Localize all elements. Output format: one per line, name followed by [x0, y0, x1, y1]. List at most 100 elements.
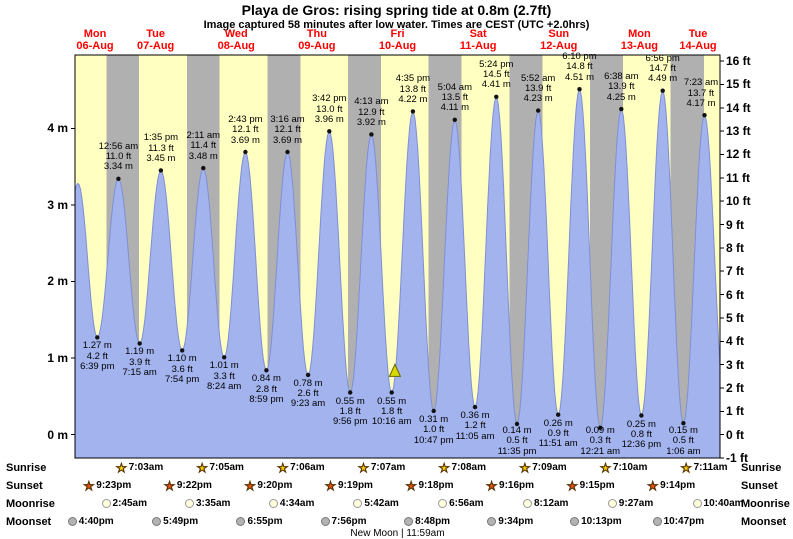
y-axis-label-ft: 8 ft — [726, 240, 744, 255]
moonset-time: 10:47pm — [663, 516, 705, 527]
tide-low-dot — [472, 404, 478, 410]
moonrise-entry: 2:45am — [101, 497, 147, 510]
tide-low-dot — [180, 348, 185, 353]
moonset-entry: 4:40pm — [67, 515, 114, 528]
night-band — [428, 55, 462, 458]
moonset-entry: 5:49pm — [152, 515, 198, 528]
moonrise-time: 9:27am — [618, 498, 654, 509]
tide-high-dot — [243, 149, 248, 155]
sunset-icon: ★ — [325, 478, 336, 493]
y-axis-label-ft: 0 ft — [726, 427, 744, 442]
tide-high-dot — [577, 87, 582, 92]
moonset-time: 7:56pm — [331, 516, 367, 527]
y-axis-label-ft: 15 ft — [726, 77, 751, 92]
tide-high-dot — [660, 88, 665, 93]
y-axis-label-ft: 12 ft — [726, 147, 751, 162]
moonset-entry: 9:34pm — [487, 515, 533, 528]
moonset-icon — [570, 517, 580, 526]
row-label-sunset-left: Sunset — [6, 480, 43, 492]
sunset-icon: ★ — [405, 478, 417, 493]
day-label: Mon 13-Aug — [620, 28, 659, 52]
tide-annotation-high: 3:16 am 12.1 ft 3.69 m — [270, 113, 305, 146]
tide-high-dot — [619, 106, 624, 112]
sunset-time: 9:20pm — [257, 480, 293, 491]
tide-low-dot — [95, 335, 100, 340]
moonrise-icon — [438, 499, 448, 508]
row-label-moonset-left: Moonset — [6, 516, 52, 528]
moonset-entry: 10:13pm — [570, 515, 622, 528]
moonrise-time: 4:34am — [279, 498, 315, 509]
sunrise-icon: ★ — [196, 460, 208, 475]
day-label: Tue 07-Aug — [136, 28, 175, 52]
tide-annotation-low: 1.27 m 4.2 ft 6:39 pm — [80, 340, 115, 372]
y-axis-label-m: 2 m — [47, 274, 68, 289]
y-axis-label-ft: 3 ft — [726, 357, 744, 372]
moonset-entry: 8:48pm — [404, 515, 450, 528]
sunset-icon: ★ — [164, 478, 175, 493]
moonrise-entry: 10:40am — [692, 497, 744, 510]
tide-annotation-high: 6:56 pm 14.7 ft 4.49 m — [645, 52, 680, 85]
sunset-icon: ★ — [566, 478, 578, 493]
sunset-entry: ★ 9:14pm — [647, 479, 695, 492]
sunset-entry: ★ 9:19pm — [325, 479, 373, 492]
tide-low-dot — [264, 368, 269, 373]
tide-low-dot — [348, 390, 353, 395]
day-label: Sun 12-Aug — [540, 28, 578, 52]
y-axis-label-ft: 10 ft — [726, 194, 751, 209]
tide-high-dot — [116, 176, 121, 181]
tide-annotation-low: 0.78 m 2.6 ft 9:23 am — [290, 377, 326, 410]
tide-annotation-high: 5:04 am 13.5 ft 4.11 m — [437, 81, 473, 114]
sunrise-time: 7:09am — [532, 462, 567, 473]
y-axis-label-ft: 14 ft — [726, 100, 751, 115]
tide-low-dot — [305, 372, 311, 378]
moonset-time: 8:48pm — [415, 516, 451, 527]
moonset-entry: 10:47pm — [652, 515, 705, 528]
sunset-time: 9:23pm — [96, 480, 132, 491]
sunrise-entry: ★ 7:03am — [115, 460, 164, 475]
moonrise-entry: 3:35am — [184, 497, 230, 510]
y-axis-label-m: 3 m — [47, 197, 68, 212]
moonrise-time: 6:56am — [449, 498, 484, 509]
tide-high-dot — [327, 129, 332, 134]
day-label: Sat 11-Aug — [459, 28, 497, 52]
y-axis-label-ft: 6 ft — [726, 287, 744, 302]
sunset-icon: ★ — [83, 478, 95, 493]
moonrise-entry: 4:34am — [268, 497, 315, 510]
sunrise-icon: ★ — [438, 460, 450, 475]
tide-high-dot — [369, 132, 374, 137]
moonrise-entry: 5:42am — [353, 497, 399, 510]
moonset-time: 9:34pm — [498, 516, 534, 527]
tide-high-dot — [536, 108, 541, 113]
tide-annotation-high: 2:43 pm 12.1 ft 3.69 m — [228, 113, 263, 146]
y-axis-label-ft: 11 ft — [726, 170, 751, 185]
row-label-moonrise-right: Moonrise — [741, 498, 790, 510]
moonset-time: 4:40pm — [78, 516, 114, 527]
tide-annotation-high: 7:23 am 13.7 ft 4.17 m — [683, 77, 719, 109]
row-label-moonrise-left: Moonrise — [6, 498, 55, 510]
day-label: Mon 06-Aug — [76, 28, 114, 52]
y-axis-label-m: 0 m — [47, 427, 68, 442]
moonset-entry: 6:55pm — [236, 515, 283, 528]
tide-annotation-high: 1:35 pm 11.3 ft 3.45 m — [143, 132, 179, 164]
tide-low-dot — [431, 408, 436, 414]
moonset-icon — [320, 517, 330, 526]
sunrise-icon: ★ — [115, 460, 127, 475]
moonrise-entry: 6:56am — [438, 497, 484, 510]
tide-low-dot — [222, 355, 227, 360]
sunset-entry: ★ 9:18pm — [405, 478, 454, 493]
tide-high-dot — [201, 165, 206, 171]
sunset-icon: ★ — [647, 478, 659, 493]
moonrise-icon — [353, 499, 363, 508]
moonrise-icon — [607, 499, 617, 508]
sunset-icon: ★ — [244, 478, 256, 493]
sunset-time: 9:15pm — [579, 480, 615, 491]
moonrise-entry: 9:27am — [607, 497, 654, 510]
tide-low-dot — [556, 412, 561, 417]
tide-annotation-high: 12:56 am 11.0 ft 3.34 m — [98, 140, 139, 173]
tide-annotation-low: 0.36 m 1.2 ft 11:05 am — [455, 410, 495, 442]
tide-annotation-low: 0.14 m 0.5 ft 11:35 pm — [497, 425, 537, 457]
sunrise-time: 7:07am — [370, 462, 406, 473]
sunrise-entry: ★ 7:10am — [600, 461, 648, 474]
sunset-time: 9:18pm — [418, 480, 454, 491]
sunset-entry: ★ 9:16pm — [486, 479, 534, 492]
